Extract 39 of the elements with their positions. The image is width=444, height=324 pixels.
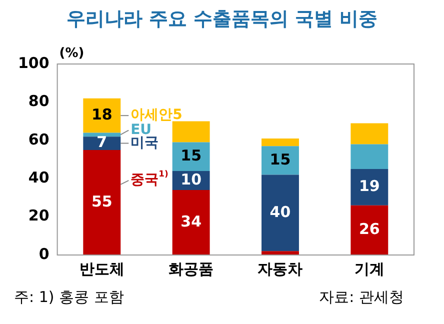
- bar: [172, 121, 210, 142]
- bar: [83, 98, 121, 133]
- data-label: 15: [180, 146, 202, 165]
- bar: [262, 146, 299, 175]
- y-tick-label: 100: [18, 54, 50, 72]
- x-tick-label: 화공품: [168, 260, 214, 278]
- bar: [83, 136, 121, 150]
- data-label: 19: [358, 177, 380, 196]
- x-tick-label: 자동차: [258, 260, 303, 278]
- bar: [350, 205, 388, 255]
- y-tick-label: 80: [28, 92, 50, 110]
- data-label: 40: [270, 202, 291, 221]
- bar: [262, 251, 299, 255]
- bar: [262, 138, 299, 146]
- data-label: 55: [91, 192, 112, 210]
- data-label: 34: [180, 212, 202, 230]
- bar: [350, 169, 388, 206]
- y-axis-title: (%): [59, 46, 84, 61]
- bar: [83, 150, 121, 255]
- data-label: 10: [180, 170, 202, 188]
- bar: [262, 174, 299, 252]
- data-label: 18: [91, 105, 112, 124]
- y-tick-label: 0: [38, 244, 50, 263]
- x-tick-label: 반도체: [79, 260, 124, 278]
- text: 주: 1) 홍콩 포함: [14, 288, 124, 307]
- y-tick-label: 60: [28, 130, 50, 148]
- series-label: 아세안5: [130, 107, 182, 124]
- bar: [172, 190, 210, 255]
- y-tick-label: 20: [28, 206, 50, 225]
- text: 자료: 관세청: [319, 288, 404, 307]
- data-label: 7: [96, 133, 108, 152]
- bar: [350, 123, 388, 144]
- y-tick-label: 40: [28, 168, 50, 186]
- bar: [350, 144, 388, 170]
- chart-title: 우리나라 주요 수출품목의 국별 비중: [65, 7, 379, 32]
- data-label: 26: [358, 220, 380, 238]
- series-label: 미국: [130, 134, 159, 151]
- x-tick-label: 기계: [354, 260, 384, 278]
- data-label: 15: [270, 150, 291, 168]
